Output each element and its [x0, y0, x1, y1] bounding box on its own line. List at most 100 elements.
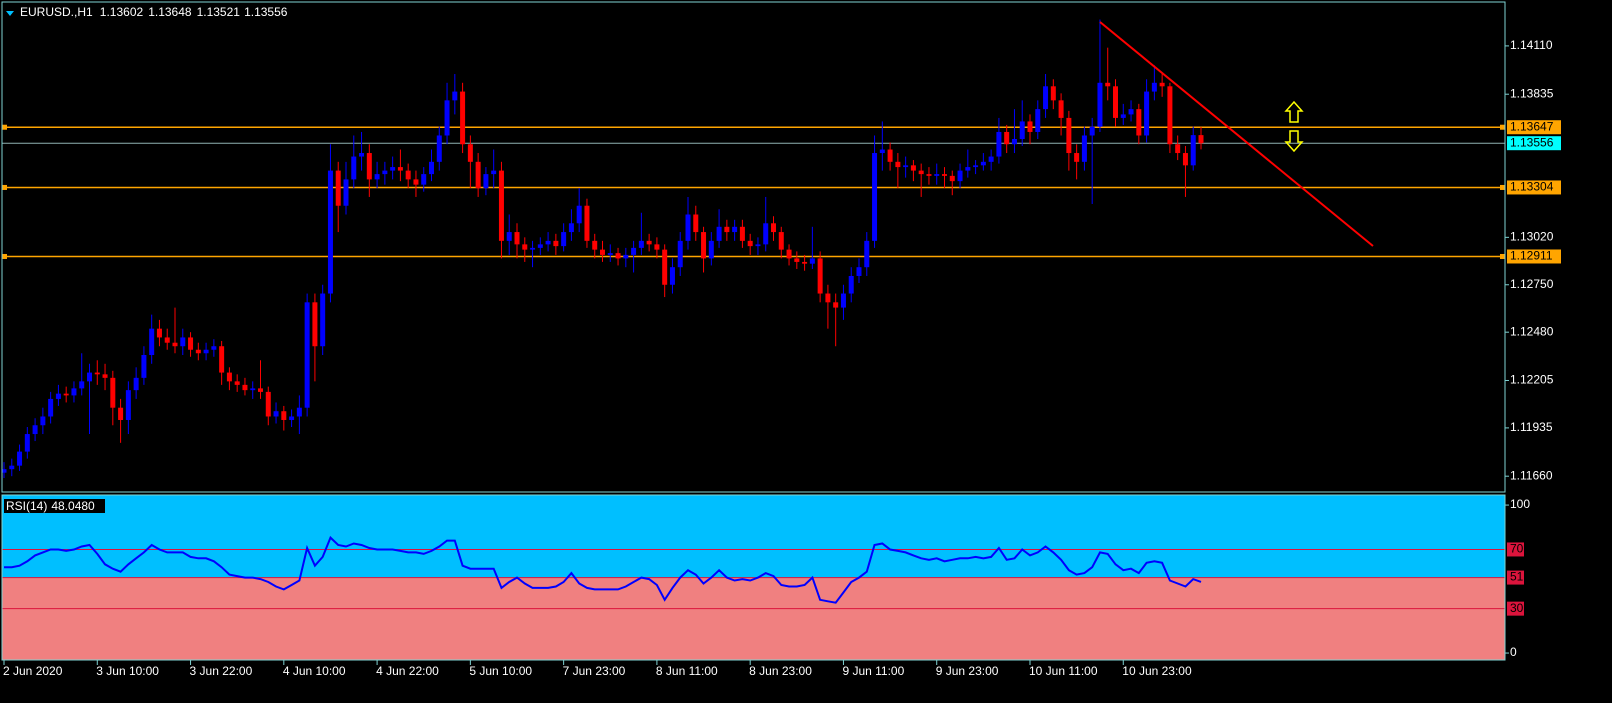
- candle-body: [1081, 135, 1087, 162]
- candle-body: [312, 302, 318, 347]
- candle-body: [988, 156, 994, 162]
- candle-body: [957, 170, 963, 182]
- candle-body: [685, 214, 691, 241]
- candle-body: [1182, 153, 1188, 166]
- candle-body: [739, 226, 745, 241]
- candle-body: [24, 434, 30, 452]
- candle-body: [879, 149, 885, 154]
- candle-body: [1175, 144, 1181, 154]
- rsi-level-label: 51: [1510, 570, 1524, 584]
- candle-body: [483, 174, 489, 189]
- candle-body: [910, 165, 916, 171]
- rsi-title: RSI(14) 48.0480: [6, 499, 95, 513]
- candle-body: [786, 249, 792, 259]
- candle-body: [561, 232, 567, 247]
- candle-body: [662, 249, 668, 285]
- level-label: 1.13304: [1510, 180, 1554, 194]
- candle-body: [1113, 86, 1118, 118]
- candle-body: [895, 161, 901, 168]
- level-handle: [2, 184, 7, 190]
- candle-body: [553, 240, 559, 247]
- candle-body: [771, 223, 776, 233]
- candle-body: [320, 293, 326, 347]
- x-tick-label: 3 Jun 22:00: [190, 664, 253, 678]
- candle-body: [382, 170, 388, 175]
- candle-body: [429, 161, 434, 175]
- candle-body: [669, 267, 675, 285]
- candle-body: [413, 179, 419, 185]
- candle-body: [1074, 153, 1080, 162]
- candle-body: [374, 174, 380, 180]
- candle-body: [716, 226, 722, 241]
- candle-body: [934, 174, 940, 176]
- candle-body: [180, 337, 186, 347]
- symbol: EURUSD.,H1: [20, 5, 93, 19]
- candle-body: [491, 170, 497, 175]
- candle-body: [592, 240, 598, 250]
- rsi-level-label-bg: [1507, 570, 1524, 585]
- candle-body: [421, 174, 427, 185]
- candle-body: [576, 205, 582, 224]
- x-tick-label: 3 Jun 10:00: [96, 664, 159, 678]
- candle-body: [584, 205, 590, 241]
- candle-body: [926, 174, 932, 176]
- candle-body: [351, 156, 357, 180]
- candle-body: [125, 390, 131, 420]
- candle-body: [63, 393, 69, 396]
- candle-body: [732, 226, 738, 233]
- candle-body: [203, 349, 209, 354]
- candle-body: [335, 170, 341, 206]
- x-tick-label: 5 Jun 10:00: [469, 664, 532, 678]
- candle-body: [273, 411, 279, 417]
- menu-triangle[interactable]: [6, 11, 14, 16]
- rsi-last: 48.0480: [51, 499, 95, 513]
- candle-body: [110, 377, 116, 408]
- x-tick-label: 7 Jun 23:00: [563, 664, 626, 678]
- rsi-panel: [2, 495, 1505, 660]
- candle-body: [226, 372, 232, 382]
- candle-body: [568, 223, 574, 233]
- candle-body: [32, 425, 38, 435]
- candle-body: [506, 232, 512, 241]
- candle-body: [840, 293, 846, 308]
- candle-body: [9, 465, 15, 470]
- candle-body: [444, 100, 450, 136]
- candle-body: [545, 240, 551, 245]
- candle-body: [211, 346, 217, 350]
- candle-body: [1066, 117, 1072, 154]
- candle-body: [864, 240, 870, 268]
- candle-body: [949, 175, 955, 182]
- x-tick-label: 9 Jun 23:00: [936, 664, 999, 678]
- candle-body: [747, 240, 753, 247]
- y-tick-label: 1.12750: [1510, 277, 1554, 291]
- candle-body: [677, 240, 683, 268]
- candle-body: [1167, 86, 1173, 145]
- candle-body: [219, 346, 225, 373]
- candle-body: [802, 261, 808, 264]
- candle-body: [763, 223, 769, 245]
- candle-body: [1120, 114, 1126, 118]
- candle-body: [646, 240, 652, 245]
- candle-body: [1058, 100, 1064, 118]
- candle-body: [48, 398, 54, 417]
- candle-body: [17, 451, 23, 466]
- close: 1.13556: [244, 5, 288, 19]
- candle-body: [794, 258, 800, 262]
- candle-body: [1097, 82, 1103, 127]
- level-handle: [2, 253, 7, 259]
- candle-body: [918, 170, 924, 175]
- candle-body: [607, 253, 613, 255]
- candle-body: [887, 149, 893, 162]
- candle-body: [693, 214, 699, 233]
- rsi-level-label-bg: [1507, 601, 1524, 616]
- candle-body: [304, 302, 310, 408]
- x-tick-label: 10 Jun 23:00: [1122, 664, 1192, 678]
- plot: 1.14110 1.13835 1.13020 1.12750 1.12480 1.122…: [1, 19, 1561, 678]
- candle-body: [156, 328, 162, 338]
- candle-body: [172, 342, 178, 347]
- candle-body: [452, 91, 458, 101]
- level-handle: [2, 124, 7, 130]
- candle-body: [118, 407, 124, 420]
- candle-body: [1105, 82, 1111, 87]
- candle-body: [1027, 121, 1033, 132]
